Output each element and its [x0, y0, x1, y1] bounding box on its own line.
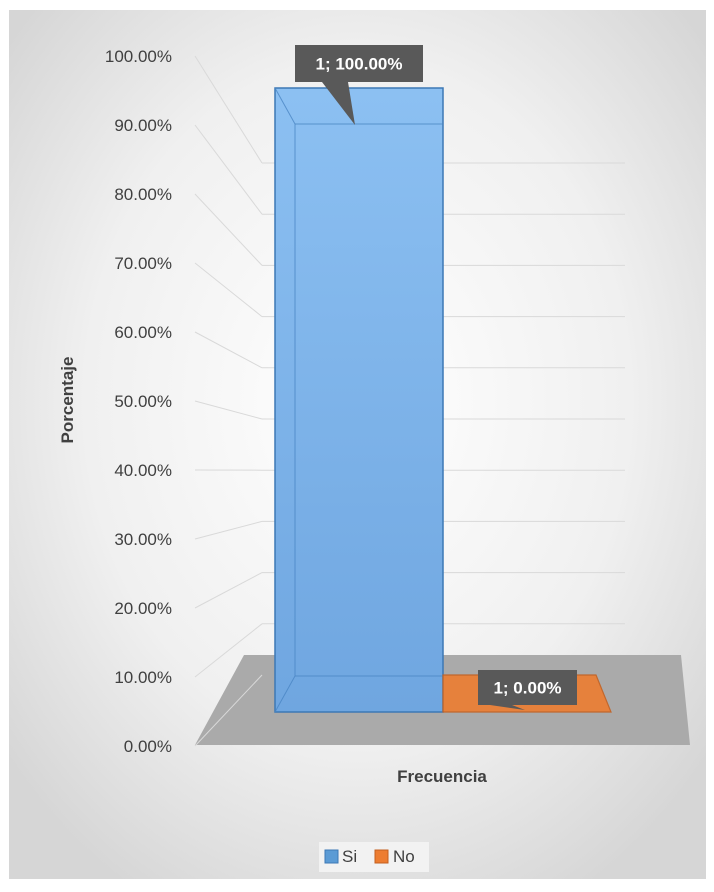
legend: Si No — [319, 842, 429, 872]
legend-label-no: No — [393, 847, 415, 866]
data-label: 1; 100.00% — [316, 55, 403, 74]
y-tick-label: 80.00% — [114, 185, 172, 204]
y-tick-label: 0.00% — [124, 737, 172, 756]
y-axis-title: Porcentaje — [58, 357, 77, 444]
y-tick-label: 20.00% — [114, 599, 172, 618]
legend-swatch-si — [325, 850, 338, 863]
legend-label-si: Si — [342, 847, 357, 866]
x-axis-title: Frecuencia — [397, 767, 487, 786]
legend-swatch-no — [375, 850, 388, 863]
bar-si — [275, 88, 443, 712]
y-tick-label: 90.00% — [114, 116, 172, 135]
y-tick-label: 100.00% — [105, 47, 172, 66]
y-tick-label: 50.00% — [114, 392, 172, 411]
y-tick-label: 60.00% — [114, 323, 172, 342]
y-tick-label: 30.00% — [114, 530, 172, 549]
y-tick-label: 10.00% — [114, 668, 172, 687]
y-tick-label: 70.00% — [114, 254, 172, 273]
data-label: 1; 0.00% — [493, 679, 561, 698]
y-tick-label: 40.00% — [114, 461, 172, 480]
